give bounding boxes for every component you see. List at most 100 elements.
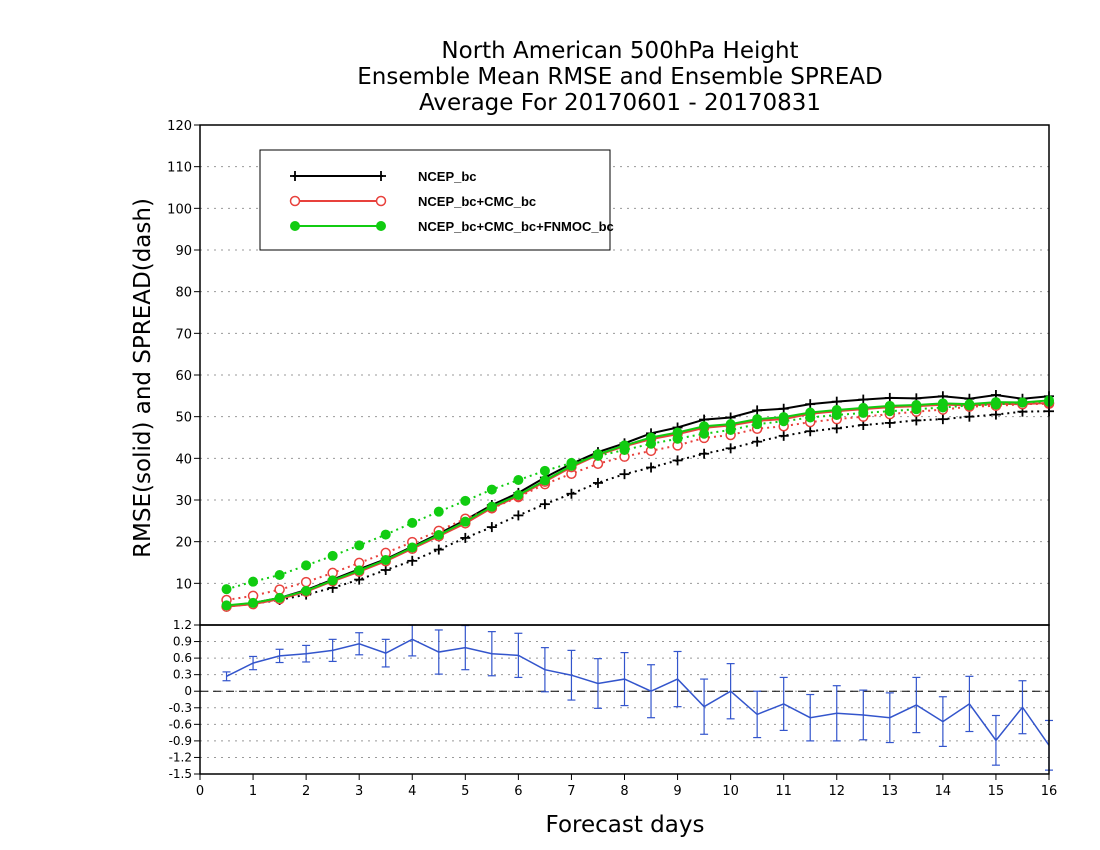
x-tick-label: 15 xyxy=(988,784,1005,799)
rmse-point xyxy=(646,432,657,443)
spread-point xyxy=(911,415,922,426)
rmse-point xyxy=(725,419,736,430)
error-bar xyxy=(275,648,284,664)
y-tick-label: -1.5 xyxy=(169,767,192,781)
rmse-point xyxy=(672,427,683,438)
legend-entry: NCEP_bc xyxy=(290,169,477,184)
rmse-point xyxy=(460,516,471,527)
y-tick-label: 70 xyxy=(175,327,192,342)
error-bar xyxy=(540,647,549,693)
rmse-point xyxy=(937,398,948,409)
error-bar xyxy=(567,649,576,701)
y-tick-label: 0.3 xyxy=(173,668,192,682)
error-bar xyxy=(381,638,390,668)
spread-point xyxy=(937,414,948,425)
x-tick-label: 2 xyxy=(302,784,310,799)
y-tick-label: 0.6 xyxy=(173,651,192,665)
legend-marker xyxy=(376,221,386,231)
x-tick-label: 9 xyxy=(673,784,681,799)
rmse-point xyxy=(566,460,577,471)
spread-point xyxy=(486,522,497,533)
spread-line xyxy=(226,400,1050,591)
y-tick-label: 120 xyxy=(167,119,192,134)
spread-point xyxy=(964,411,975,422)
rmse-point xyxy=(619,440,630,451)
x-tick-label: 14 xyxy=(935,784,952,799)
y-tick-label: 0.9 xyxy=(173,635,192,649)
rmse-point xyxy=(990,397,1001,408)
error-bar xyxy=(434,629,443,675)
spread-point xyxy=(539,465,550,476)
series-1 xyxy=(221,397,1055,612)
spread-point xyxy=(407,555,418,566)
error-bar xyxy=(673,650,682,708)
rmse-point xyxy=(752,405,763,416)
rmse-point xyxy=(486,501,497,512)
y-tick-label: 50 xyxy=(175,411,192,426)
spread-point xyxy=(221,584,232,595)
spread-point xyxy=(300,576,312,588)
x-axis: 0 1 2 3 4 5 6 7 8 9 10 11 12 13 14 15 16 xyxy=(196,774,1057,799)
error-bar xyxy=(832,685,841,742)
legend-marker xyxy=(375,195,387,207)
error-bar xyxy=(593,658,602,709)
upper-panel-series xyxy=(221,390,1055,612)
lower-panel-grid xyxy=(200,624,1049,775)
error-bar xyxy=(487,631,496,677)
rmse-point xyxy=(221,600,232,611)
spread-point xyxy=(513,475,524,485)
spread-point xyxy=(380,565,391,575)
lower-panel-series xyxy=(222,624,1053,771)
spread-point xyxy=(646,462,657,473)
spread-point xyxy=(274,570,285,580)
spread-point xyxy=(407,517,418,528)
spread-point xyxy=(672,455,683,466)
x-tick-label: 5 xyxy=(461,784,469,799)
error-bar xyxy=(753,690,762,739)
x-tick-label: 11 xyxy=(775,784,792,799)
y-tick-label: -0.3 xyxy=(169,701,192,715)
spread-point xyxy=(433,506,444,517)
spread-point xyxy=(990,409,1001,420)
spread-point xyxy=(566,488,577,499)
legend-label: NCEP_bc+CMC_bc xyxy=(418,194,536,209)
spread-point xyxy=(460,532,471,543)
y-tick-label: 30 xyxy=(175,494,192,509)
legend-label: NCEP_bc+CMC_bc+FNMOC_bc xyxy=(418,219,614,234)
spread-point xyxy=(831,423,842,434)
x-tick-label: 0 xyxy=(196,784,204,799)
rmse-point xyxy=(911,400,922,410)
rmse-point xyxy=(964,399,975,410)
chart-title-line: Average For 20170601 - 20170831 xyxy=(419,90,821,116)
difference-line xyxy=(226,638,1050,746)
spread-point xyxy=(327,550,338,561)
rmse-point xyxy=(539,475,550,486)
rmse-point xyxy=(805,407,816,418)
error-bar xyxy=(222,671,231,682)
rmse-point xyxy=(858,402,869,413)
x-tick-label: 10 xyxy=(722,784,739,799)
rmse-point xyxy=(778,412,789,423)
spread-point xyxy=(433,544,444,555)
error-bar xyxy=(912,676,921,734)
series-2 xyxy=(221,395,1054,611)
y-axis-title: RMSE(solid) and SPREAD(dash) xyxy=(130,198,156,558)
legend: NCEP_bc NCEP_bc+CMC_bc NCEP_bc+CMC_bc+FNMO… xyxy=(259,149,614,251)
rmse-point xyxy=(274,592,285,603)
error-bar xyxy=(249,655,258,671)
upper-y-axis: 10 20 30 40 50 60 70 80 90 100 110 120 xyxy=(167,119,200,592)
y-tick-label: 110 xyxy=(167,161,192,176)
error-bar xyxy=(1018,680,1027,735)
spread-point xyxy=(354,540,365,551)
error-bar xyxy=(328,638,337,663)
spread-point xyxy=(725,443,736,454)
rmse-point xyxy=(327,575,338,586)
error-bar xyxy=(779,676,788,732)
y-tick-label: 1.2 xyxy=(173,618,192,632)
y-tick-label: 0 xyxy=(184,684,192,698)
error-bar xyxy=(726,663,735,720)
rmse-point xyxy=(1017,397,1028,408)
x-tick-label: 8 xyxy=(620,784,628,799)
spread-point xyxy=(699,448,710,459)
legend-entry: NCEP_bc+CMC_bc xyxy=(289,194,536,209)
